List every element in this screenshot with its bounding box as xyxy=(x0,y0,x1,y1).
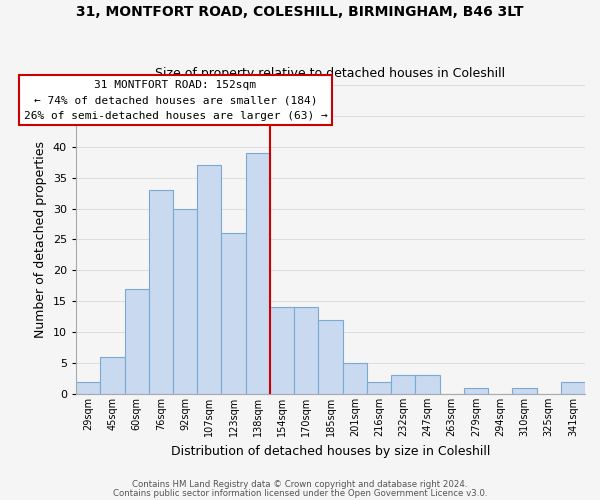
Bar xyxy=(294,308,319,394)
Text: Contains HM Land Registry data © Crown copyright and database right 2024.: Contains HM Land Registry data © Crown c… xyxy=(132,480,468,489)
Bar xyxy=(561,382,585,394)
Bar xyxy=(197,165,221,394)
Bar xyxy=(415,376,440,394)
Bar xyxy=(149,190,173,394)
Bar xyxy=(125,289,149,394)
X-axis label: Distribution of detached houses by size in Coleshill: Distribution of detached houses by size … xyxy=(171,444,490,458)
Bar xyxy=(512,388,536,394)
Title: Size of property relative to detached houses in Coleshill: Size of property relative to detached ho… xyxy=(155,66,506,80)
Text: 31 MONTFORT ROAD: 152sqm
← 74% of detached houses are smaller (184)
26% of semi-: 31 MONTFORT ROAD: 152sqm ← 74% of detach… xyxy=(23,80,328,121)
Bar xyxy=(319,320,343,394)
Bar xyxy=(464,388,488,394)
Bar xyxy=(391,376,415,394)
Bar xyxy=(76,382,100,394)
Bar xyxy=(173,208,197,394)
Bar xyxy=(100,357,125,394)
Bar xyxy=(270,308,294,394)
Y-axis label: Number of detached properties: Number of detached properties xyxy=(34,141,47,338)
Bar xyxy=(246,153,270,394)
Text: 31, MONTFORT ROAD, COLESHILL, BIRMINGHAM, B46 3LT: 31, MONTFORT ROAD, COLESHILL, BIRMINGHAM… xyxy=(76,5,524,19)
Text: Contains public sector information licensed under the Open Government Licence v3: Contains public sector information licen… xyxy=(113,488,487,498)
Bar xyxy=(367,382,391,394)
Bar xyxy=(221,233,246,394)
Bar xyxy=(343,363,367,394)
